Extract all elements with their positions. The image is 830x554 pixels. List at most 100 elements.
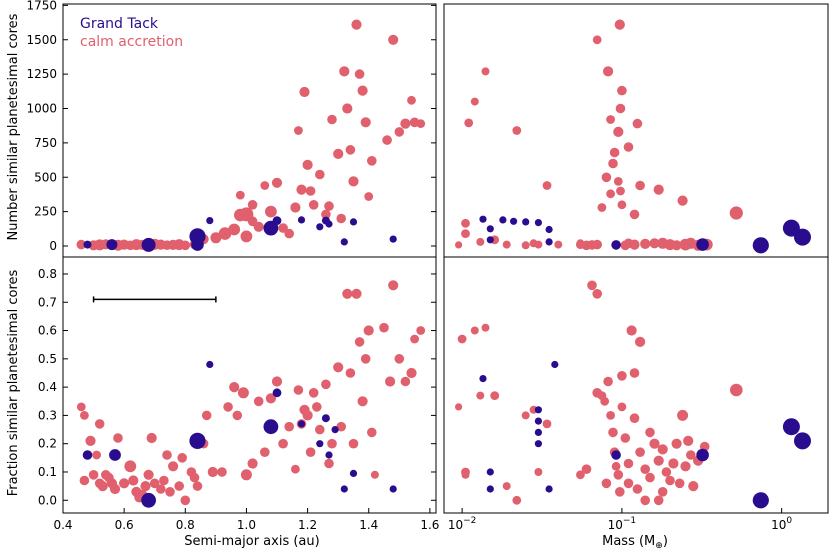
x-tick-label: 1.4 bbox=[359, 518, 378, 532]
grand-tack-point bbox=[141, 492, 157, 508]
errorbar bbox=[92, 296, 217, 303]
calm-accretion-point bbox=[481, 67, 490, 76]
grand-tack-point bbox=[272, 216, 282, 226]
calm-accretion-point bbox=[686, 450, 696, 460]
calm-accretion-point bbox=[229, 382, 240, 393]
calm-accretion-point bbox=[576, 470, 585, 480]
calm-accretion-point bbox=[357, 396, 368, 407]
x-tick-label-exponent: −2 bbox=[463, 516, 476, 526]
calm-accretion-point bbox=[367, 427, 377, 438]
calm-accretion-point bbox=[174, 481, 184, 491]
calm-accretion-point bbox=[680, 461, 691, 472]
calm-accretion-point bbox=[223, 402, 233, 412]
calm-accretion-point bbox=[109, 483, 121, 495]
calm-accretion-point bbox=[614, 19, 625, 30]
calm-accretion-point bbox=[611, 461, 621, 471]
y-axis-label-bottom: Fraction similar planetesimal cores bbox=[6, 269, 21, 496]
calm-accretion-point bbox=[180, 240, 191, 251]
calm-accretion-point bbox=[668, 458, 679, 469]
grand-tack-point bbox=[191, 238, 204, 251]
calm-accretion-point bbox=[146, 432, 157, 444]
calm-accretion-point bbox=[247, 458, 258, 469]
calm-accretion-point bbox=[76, 239, 87, 250]
grand-tack-point bbox=[499, 216, 507, 224]
calm-accretion-point bbox=[407, 95, 416, 105]
calm-accretion-point bbox=[180, 495, 191, 506]
calm-accretion-point bbox=[385, 376, 396, 387]
calm-accretion-point bbox=[302, 159, 313, 170]
calm-accretion-point bbox=[688, 481, 699, 492]
calm-accretion-point bbox=[327, 114, 337, 125]
calm-accretion-point bbox=[232, 410, 243, 421]
calm-accretion-point bbox=[124, 460, 137, 473]
calm-accretion-point bbox=[260, 447, 270, 458]
calm-accretion-point bbox=[315, 169, 325, 180]
calm-accretion-point bbox=[615, 487, 625, 497]
calm-accretion-point bbox=[260, 181, 270, 190]
calm-accretion-point bbox=[592, 289, 602, 299]
grand-tack-point bbox=[206, 360, 214, 369]
grand-tack-point bbox=[534, 219, 543, 227]
calm-accretion-point bbox=[603, 66, 614, 77]
calm-accretion-point bbox=[165, 487, 175, 497]
y-tick-label: 0.3 bbox=[38, 408, 57, 422]
calm-accretion-point bbox=[235, 190, 245, 200]
calm-accretion-point bbox=[729, 206, 743, 220]
x-tick-label-exponent: 0 bbox=[786, 516, 792, 526]
x-axis-label-right-close: ) bbox=[663, 534, 668, 549]
calm-accretion-point bbox=[284, 228, 295, 239]
calm-accretion-point bbox=[363, 325, 374, 336]
calm-accretion-point bbox=[661, 467, 672, 477]
calm-accretion-point bbox=[113, 433, 123, 443]
grand-tack-point bbox=[794, 228, 811, 246]
calm-accretion-point bbox=[312, 402, 322, 412]
y-tick-label: 1500 bbox=[26, 33, 57, 47]
calm-accretion-point bbox=[629, 209, 640, 220]
calm-accretion-point bbox=[632, 484, 643, 494]
grand-tack-point bbox=[534, 417, 543, 425]
calm-accretion-point bbox=[455, 241, 463, 249]
grand-tack-point bbox=[509, 217, 518, 225]
calm-accretion-point bbox=[302, 410, 313, 421]
calm-accretion-point bbox=[143, 469, 154, 480]
y-tick-label: 500 bbox=[34, 170, 57, 184]
calm-accretion-point bbox=[626, 325, 637, 336]
calm-accretion-point bbox=[85, 435, 96, 446]
calm-accretion-point bbox=[324, 458, 334, 469]
calm-accretion-point bbox=[278, 223, 288, 233]
grand-tack-point bbox=[316, 440, 324, 448]
grand-tack-point bbox=[340, 238, 348, 246]
y-tick-label: 0.2 bbox=[38, 437, 57, 451]
y-tick-label: 1250 bbox=[26, 67, 57, 81]
grand-tack-point bbox=[551, 360, 559, 369]
calm-accretion-point bbox=[534, 468, 543, 476]
grand-tack-point bbox=[696, 448, 709, 462]
grand-tack-point bbox=[272, 388, 282, 398]
calm-accretion-point bbox=[416, 119, 426, 128]
x-axis-label-right-subscript: ⊕ bbox=[655, 541, 663, 551]
panel-fraction-vs-semimajor-axis: 0.0 0.1 0.2 0.3 0.4 0.5 0.6 0.7 0.8 0.4 0.6 0.8 1.0 1… bbox=[38, 256, 439, 532]
calm-accretion-point bbox=[649, 438, 660, 449]
calm-accretion-point bbox=[128, 475, 139, 486]
calm-accretion-point bbox=[609, 147, 620, 158]
calm-accretion-point bbox=[271, 376, 283, 387]
grand-tack-point bbox=[349, 469, 358, 477]
y-tick-label: 1000 bbox=[26, 102, 57, 116]
calm-accretion-point bbox=[683, 435, 694, 446]
calm-accretion-point bbox=[284, 421, 295, 432]
grand-tack-point bbox=[349, 218, 358, 226]
calm-accretion-point bbox=[603, 376, 613, 387]
grand-tack-point bbox=[486, 468, 494, 476]
panel-frame bbox=[62, 256, 437, 514]
calm-accretion-point bbox=[623, 142, 634, 152]
calm-accretion-point bbox=[247, 200, 258, 210]
calm-accretion-point bbox=[490, 391, 500, 400]
calm-accretion-point bbox=[370, 470, 379, 479]
grand-tack-point bbox=[206, 217, 214, 225]
calm-accretion-point bbox=[333, 362, 344, 373]
grand-tack-point bbox=[263, 419, 279, 435]
grand-tack-point bbox=[297, 420, 306, 428]
calm-accretion-point bbox=[613, 126, 624, 137]
calm-accretion-point bbox=[677, 195, 688, 206]
calm-accretion-point bbox=[601, 478, 612, 489]
